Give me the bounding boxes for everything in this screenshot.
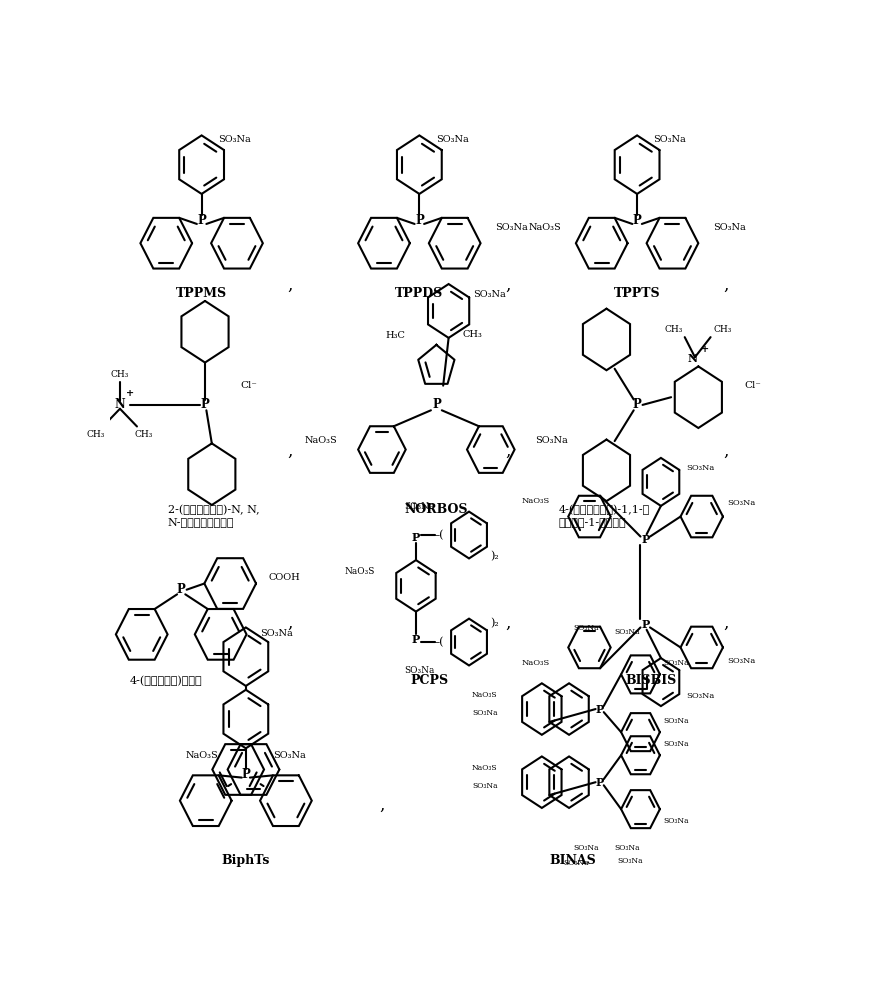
- Text: +: +: [126, 389, 134, 398]
- Text: SO₃Na: SO₃Na: [662, 817, 688, 825]
- Text: NaO₃S: NaO₃S: [472, 691, 497, 699]
- Text: BiphTs: BiphTs: [221, 854, 270, 867]
- Text: P: P: [411, 532, 419, 543]
- Text: P: P: [640, 534, 649, 545]
- Text: SO₃Na: SO₃Na: [472, 782, 497, 790]
- Text: SO₃Na: SO₃Na: [473, 290, 505, 299]
- Text: SO₃Na: SO₃Na: [435, 135, 467, 144]
- Text: TPPDS: TPPDS: [395, 287, 443, 300]
- Text: ,: ,: [287, 615, 292, 632]
- Text: P: P: [431, 398, 440, 411]
- Text: P: P: [241, 768, 250, 781]
- Text: TPPMS: TPPMS: [176, 287, 227, 300]
- Text: SO₃Na: SO₃Na: [662, 659, 688, 667]
- Text: NaO₃S: NaO₃S: [521, 659, 549, 667]
- Text: COOH: COOH: [268, 573, 300, 582]
- Text: ,: ,: [504, 443, 510, 460]
- Text: SO₃Na: SO₃Na: [562, 859, 588, 867]
- Text: —(: —(: [428, 637, 444, 647]
- Text: NaO₃S: NaO₃S: [472, 764, 497, 772]
- Text: SO₃Na: SO₃Na: [573, 624, 598, 632]
- Text: )₂: )₂: [490, 551, 499, 562]
- Text: SO₃Na: SO₃Na: [534, 436, 567, 445]
- Text: 4-(二苯基膦基)苯甲酸: 4-(二苯基膦基)苯甲酸: [130, 675, 203, 686]
- Text: SO₃Na: SO₃Na: [652, 135, 685, 144]
- Text: CH₃: CH₃: [111, 370, 129, 379]
- Text: CH₃: CH₃: [712, 325, 731, 334]
- Text: CH₃: CH₃: [134, 430, 153, 439]
- Text: TPPTS: TPPTS: [613, 287, 660, 300]
- Text: 甲基哌啶-1-鎓氯化物: 甲基哌啶-1-鎓氯化物: [559, 517, 626, 527]
- Text: SO₃Na: SO₃Na: [617, 857, 642, 865]
- Text: P: P: [595, 777, 603, 788]
- Text: NaO₃S: NaO₃S: [345, 567, 374, 576]
- Text: SO₃Na: SO₃Na: [573, 844, 598, 852]
- Text: P: P: [201, 398, 209, 411]
- Text: P: P: [632, 214, 641, 227]
- Text: P: P: [176, 583, 185, 596]
- Text: P: P: [415, 214, 424, 227]
- Text: SO₃Na: SO₃Na: [260, 629, 293, 638]
- Text: ,: ,: [722, 615, 727, 632]
- Text: BISBIS: BISBIS: [624, 674, 675, 687]
- Text: ,: ,: [722, 277, 727, 294]
- Text: P: P: [595, 704, 603, 715]
- Text: +: +: [700, 345, 709, 354]
- Text: P: P: [632, 398, 641, 411]
- Text: SO₃Na: SO₃Na: [403, 666, 434, 675]
- Text: P: P: [411, 634, 419, 645]
- Text: ,: ,: [379, 797, 384, 814]
- Text: SO₃Na: SO₃Na: [472, 709, 497, 717]
- Text: Cl⁻: Cl⁻: [744, 381, 760, 390]
- Text: ,: ,: [504, 277, 510, 294]
- Text: P: P: [197, 214, 206, 227]
- Text: NaO₃S: NaO₃S: [521, 497, 549, 505]
- Text: CH₃: CH₃: [87, 430, 105, 439]
- Text: ,: ,: [287, 277, 292, 294]
- Text: SO₃Na: SO₃Na: [613, 844, 639, 852]
- Text: SO₃Na: SO₃Na: [662, 717, 688, 725]
- Text: 4-(二环己基膦基)-1,1-二: 4-(二环己基膦基)-1,1-二: [559, 504, 649, 515]
- Text: Cl⁻: Cl⁻: [240, 381, 257, 390]
- Text: SO₃Na: SO₃Na: [686, 464, 714, 472]
- Text: SO₃Na: SO₃Na: [712, 223, 745, 232]
- Text: SO₃Na: SO₃Na: [686, 692, 714, 700]
- Text: SO₃Na: SO₃Na: [662, 740, 688, 748]
- Text: H₃C: H₃C: [385, 331, 405, 340]
- Text: ,: ,: [504, 615, 510, 632]
- Text: N-三甲基乙基氯化铵: N-三甲基乙基氯化铵: [168, 517, 234, 527]
- Text: —(: —(: [428, 530, 444, 540]
- Text: N: N: [687, 353, 697, 364]
- Text: N: N: [115, 398, 125, 411]
- Text: ,: ,: [287, 443, 292, 460]
- Text: SO₃Na: SO₃Na: [613, 628, 639, 636]
- Text: 2-(二环己基膦基)-N, N,: 2-(二环己基膦基)-N, N,: [168, 504, 259, 515]
- Text: SO₃Na: SO₃Na: [495, 223, 528, 232]
- Text: SO₃Na: SO₃Na: [274, 751, 306, 760]
- Text: SO₃Na: SO₃Na: [726, 657, 754, 665]
- Text: SO₃Na: SO₃Na: [403, 502, 434, 511]
- Text: NORBOS: NORBOS: [404, 503, 467, 516]
- Text: NaO₃S: NaO₃S: [185, 751, 217, 760]
- Text: SO₃Na: SO₃Na: [726, 499, 754, 507]
- Text: SO₃Na: SO₃Na: [217, 135, 250, 144]
- Text: NaO₃S: NaO₃S: [304, 436, 338, 445]
- Text: NaO₃S: NaO₃S: [528, 223, 560, 232]
- Text: ,: ,: [722, 443, 727, 460]
- Text: P: P: [640, 619, 649, 630]
- Text: CH₃: CH₃: [461, 330, 481, 339]
- Text: PCPS: PCPS: [410, 674, 448, 687]
- Text: BINAS: BINAS: [548, 854, 595, 867]
- Text: )₂: )₂: [490, 618, 499, 628]
- Text: CH₃: CH₃: [664, 325, 682, 334]
